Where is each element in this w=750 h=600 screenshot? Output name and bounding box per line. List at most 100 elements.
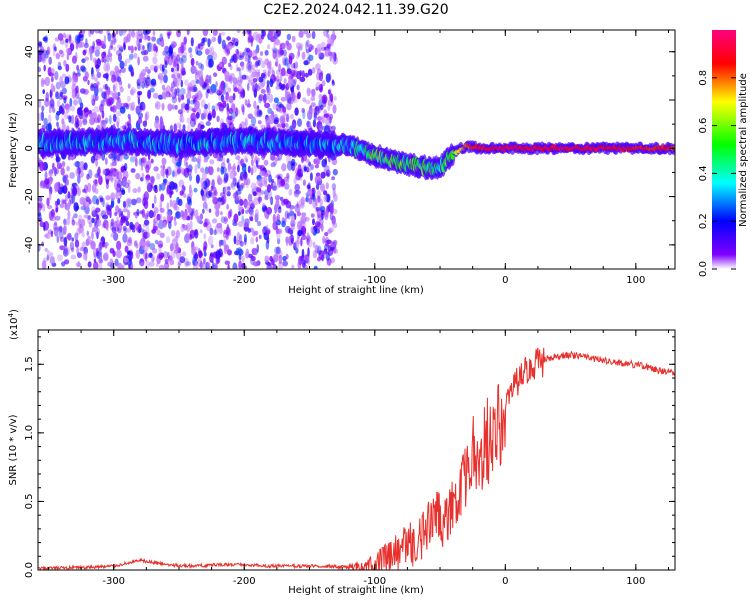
noise-speckle: [225, 91, 229, 101]
noise-speckle: [76, 35, 81, 44]
noise-speckle: [120, 211, 124, 216]
noise-speckle: [217, 102, 223, 107]
noise-speckle: [252, 69, 257, 78]
noise-speckle: [129, 251, 134, 260]
noise-speckle: [73, 202, 79, 212]
snr-x-axis: -300 -200 -100 0 100: [47, 330, 669, 587]
noise-speckle: [48, 169, 53, 177]
noise-speckle: [250, 237, 255, 245]
noise-speckle: [301, 156, 304, 164]
noise-speckle: [294, 240, 299, 251]
noise-speckle: [57, 254, 63, 262]
noise-speckle: [297, 220, 303, 231]
noise-speckle: [243, 218, 248, 228]
noise-speckle: [177, 88, 181, 94]
noise-speckle: [249, 211, 254, 217]
noise-speckle: [246, 61, 251, 70]
colorbar: 0.0 0.2 0.4 0.6 0.8 Normalized spectral ampl…: [698, 30, 749, 277]
noise-speckle: [153, 43, 156, 52]
noise-speckle: [294, 203, 301, 213]
noise-speckle: [54, 186, 57, 194]
noise-speckle: [165, 91, 171, 98]
noise-speckle: [99, 251, 103, 259]
noise-speckle: [121, 30, 128, 34]
noise-speckle: [277, 208, 282, 214]
noise-speckle: [82, 114, 88, 123]
noise-speckle: [312, 119, 316, 128]
noise-speckle: [201, 37, 206, 44]
noise-speckle: [63, 218, 67, 226]
noise-speckle: [58, 183, 64, 189]
noise-speckle: [79, 109, 84, 116]
noise-speckle: [296, 201, 299, 209]
noise-speckle: [145, 177, 150, 187]
noise-speckle: [311, 30, 316, 40]
noise-speckle: [126, 95, 131, 103]
noise-speckle: [93, 261, 99, 269]
noise-speckle: [109, 175, 114, 182]
noise-speckle: [38, 99, 42, 108]
noise-speckle: [320, 223, 324, 232]
noise-speckle: [312, 241, 316, 248]
noise-speckle: [89, 51, 93, 61]
noise-speckle: [144, 66, 149, 73]
noise-speckle: [176, 30, 182, 38]
noise-speckle: [42, 204, 46, 213]
noise-speckle: [176, 168, 181, 174]
noise-speckle: [237, 76, 244, 82]
noise-speckle: [134, 157, 138, 167]
noise-speckle: [232, 92, 236, 101]
noise-speckle: [42, 89, 45, 94]
noise-speckle: [153, 217, 159, 224]
noise-speckle: [314, 221, 321, 228]
noise-speckle: [159, 232, 165, 239]
noise-speckle: [191, 65, 197, 73]
noise-speckle: [171, 67, 174, 73]
noise-speckle: [273, 254, 279, 263]
noise-speckle: [100, 119, 107, 129]
noise-speckle: [41, 241, 44, 247]
noise-speckle: [133, 52, 138, 59]
noise-speckle: [306, 232, 310, 238]
noise-speckle: [254, 84, 261, 92]
noise-speckle: [166, 214, 171, 221]
noise-speckle: [107, 48, 111, 56]
noise-speckle: [62, 121, 66, 132]
noise-speckle: [291, 264, 295, 269]
noise-speckle: [299, 76, 306, 82]
noise-speckle: [301, 51, 306, 60]
noise-speckle: [71, 88, 77, 99]
noise-speckle: [282, 260, 288, 267]
noise-speckle: [260, 89, 266, 94]
noise-speckle: [306, 120, 311, 128]
noise-speckle: [189, 233, 193, 240]
noise-speckle: [280, 67, 286, 77]
noise-speckle: [171, 51, 177, 58]
noise-speckle: [93, 179, 98, 185]
noise-speckle: [223, 173, 229, 183]
noise-speckle: [217, 252, 224, 258]
noise-speckle: [248, 75, 254, 83]
noise-speckle: [118, 53, 122, 63]
noise-speckle: [63, 244, 68, 255]
noise-speckle: [301, 259, 307, 264]
noise-speckle: [90, 73, 96, 80]
noise-speckle: [261, 60, 266, 69]
noise-speckle: [54, 215, 61, 221]
noise-speckle: [180, 223, 185, 233]
noise-speckle: [117, 197, 121, 204]
noise-speckle: [318, 124, 322, 131]
noise-speckle: [235, 63, 239, 73]
noise-speckle: [244, 266, 247, 269]
noise-speckle: [309, 172, 313, 182]
noise-speckle: [115, 169, 120, 180]
noise-speckle: [84, 184, 88, 194]
noise-speckle: [175, 245, 180, 252]
noise-speckle: [43, 64, 46, 72]
noise-speckle: [188, 174, 193, 182]
noise-speckle: [149, 87, 155, 93]
noise-speckle: [169, 259, 175, 266]
noise-speckle: [59, 245, 65, 251]
noise-speckle: [198, 250, 202, 259]
